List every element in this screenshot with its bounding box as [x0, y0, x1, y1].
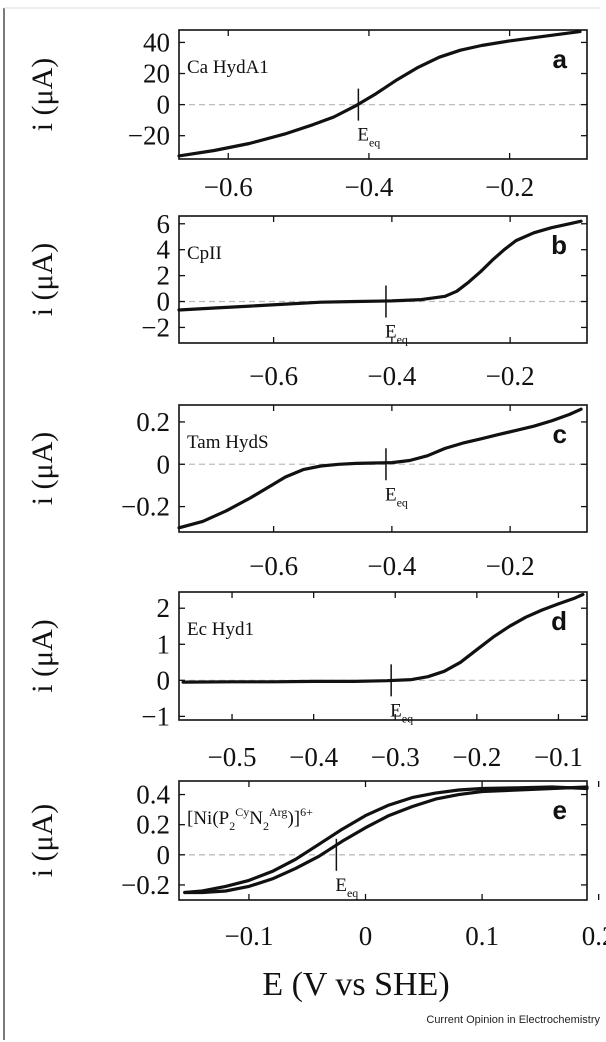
y-axis-label: i (μA)	[26, 432, 59, 506]
x-tick-label: −0.4	[289, 742, 338, 772]
x-tick-label: −0.4	[367, 551, 416, 581]
x-tick-label: −0.6	[204, 172, 253, 202]
panel-annotation: Tam HydS	[187, 432, 269, 453]
y-tick-label: 20	[143, 59, 170, 89]
y-tick-label: 2	[157, 261, 171, 291]
series-line-1	[177, 219, 583, 312]
x-tick-label: −0.1	[534, 742, 583, 772]
y-tick-label: 4	[157, 235, 171, 265]
y-tick-label: 1	[157, 629, 171, 659]
panel-annotation: [Ni(P2CyN2Arg)]6+	[187, 805, 313, 833]
series-line-1	[181, 592, 585, 684]
series-line-1	[183, 785, 589, 895]
y-tick-label: −0.2	[121, 492, 170, 522]
x-tick-label: −0.3	[371, 742, 420, 772]
y-tick-label: 0	[157, 665, 171, 695]
x-tick-label: −0.4	[367, 361, 416, 391]
y-tick-label: −20	[128, 121, 170, 151]
x-tick-label: −0.5	[208, 742, 257, 772]
panel-d: −0.5 −0.4 −0.3 −0.2 −0.1 2 1 0 −1 i (μA) Ec Hyd1 d E…	[26, 591, 588, 772]
eeq-label: Eeq	[357, 125, 380, 150]
x-tick-label: 0	[359, 921, 373, 951]
x-tick-label: 0.2	[582, 921, 606, 951]
panel-letter: b	[551, 230, 567, 260]
x-tick-label: −0.6	[249, 361, 298, 391]
x-tick-label: −0.4	[344, 172, 393, 202]
x-tick-label: −0.2	[486, 361, 535, 391]
axis-frame	[178, 780, 588, 901]
axis-frame	[178, 215, 588, 344]
eeq-label: Eeq	[390, 700, 413, 725]
series-line-1	[177, 407, 583, 530]
y-tick-label: 0.2	[136, 407, 170, 437]
x-tick-label: −0.1	[224, 921, 273, 951]
panel-annotation: CpII	[187, 243, 222, 264]
y-axis-label: i (μA)	[26, 804, 59, 878]
y-tick-label: −2	[141, 312, 170, 342]
axis-frame	[178, 29, 588, 160]
eeq-label: Eeq	[385, 484, 408, 509]
x-tick-label: −0.2	[486, 551, 535, 581]
axis-frame	[178, 591, 588, 721]
panel-letter: d	[551, 606, 567, 636]
panel-letter: a	[553, 44, 568, 74]
panel-letter: e	[553, 795, 567, 825]
y-tick-label: 40	[143, 27, 170, 57]
credit-line: Current Opinion in Electrochemistry	[426, 1014, 600, 1026]
y-tick-label: 0.2	[136, 810, 170, 840]
panel-e: −0.100.10.20.40.20−0.2i (μA)[Ni(P2CyN2Ar…	[26, 780, 606, 951]
y-tick-label: −0.2	[121, 870, 170, 900]
series-line-1	[177, 30, 582, 158]
x-tick-label: −0.6	[249, 551, 298, 581]
y-axis-label: i (μA)	[26, 58, 59, 132]
y-tick-label: 0.4	[136, 780, 170, 810]
y-tick-label: −1	[141, 701, 170, 731]
panel-annotation: Ec Hyd1	[187, 619, 254, 640]
x-tick-label: 0.1	[465, 921, 499, 951]
panel-c: −0.6 −0.4 −0.2 0.2 0 −0.2 i (μA) Tam HydS c Eeq	[26, 404, 588, 581]
y-axis-label: i (μA)	[26, 619, 59, 693]
y-tick-label: 6	[157, 209, 171, 239]
y-tick-label: 0	[157, 840, 171, 870]
axis-frame	[178, 404, 588, 533]
y-tick-label: 0	[157, 90, 171, 120]
eeq-label: Eeq	[335, 875, 358, 900]
y-tick-label: 0	[157, 449, 171, 479]
panel-annotation: Ca HydA1	[187, 57, 269, 78]
x-axis-label: E (V vs SHE)	[262, 966, 449, 1003]
x-tick-label: −0.2	[452, 742, 501, 772]
y-tick-label: 0	[157, 287, 171, 317]
y-axis-label: i (μA)	[26, 243, 59, 317]
series-line-2	[183, 785, 589, 895]
eeq-label: Eeq	[385, 322, 408, 347]
x-tick-label: −0.2	[485, 172, 534, 202]
y-tick-label: 2	[157, 593, 171, 623]
panel-letter: c	[553, 419, 567, 449]
